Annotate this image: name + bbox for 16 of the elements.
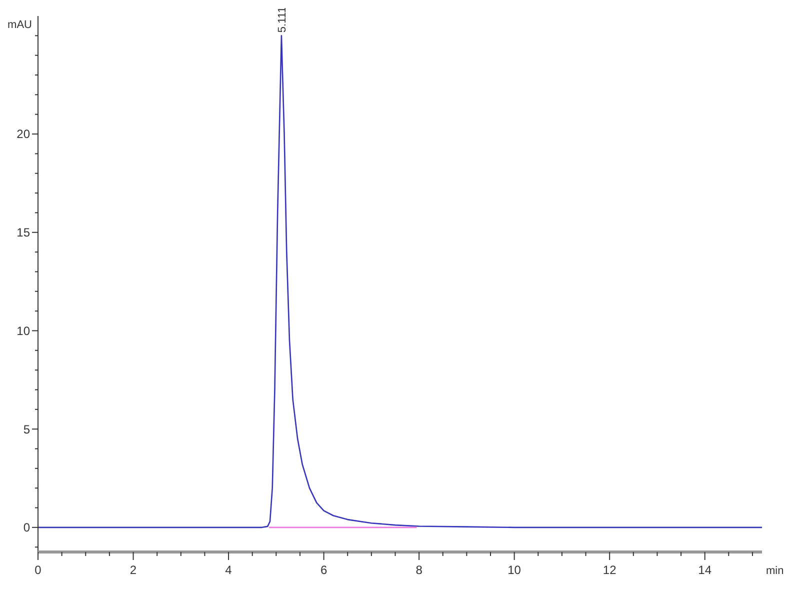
x-tick-label: 12 <box>602 563 617 577</box>
x-tick-label: 0 <box>34 563 42 577</box>
y-tick-label: 20 <box>16 127 30 142</box>
x-axis-title: min <box>766 565 784 577</box>
x-tick-label: 8 <box>416 563 423 577</box>
y-axis-title: mAU <box>8 19 32 31</box>
y-tick-label: 10 <box>16 324 30 338</box>
y-tick-label: 5 <box>23 422 30 436</box>
x-tick-label: 2 <box>130 563 137 577</box>
line-series <box>37 35 763 528</box>
x-tick-label: 6 <box>320 563 328 577</box>
x-tick-label: 4 <box>225 563 232 577</box>
x-tick-label: 14 <box>698 563 712 577</box>
y-tick-label: 0 <box>23 520 30 535</box>
x-tick-label: 10 <box>508 563 522 577</box>
y-tick-label: 15 <box>16 226 30 240</box>
